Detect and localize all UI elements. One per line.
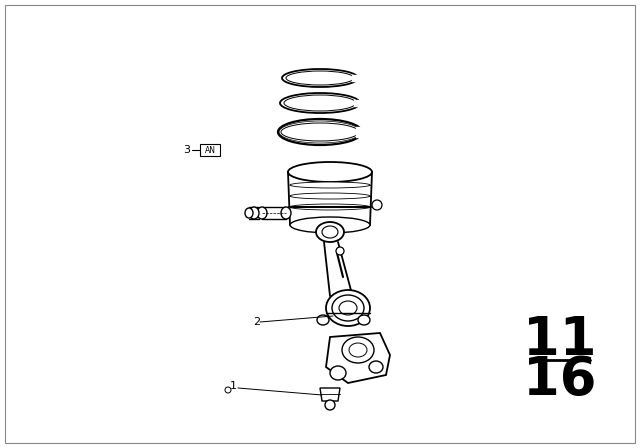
Ellipse shape xyxy=(317,315,329,325)
Ellipse shape xyxy=(322,226,338,238)
Text: 11: 11 xyxy=(524,314,596,366)
Ellipse shape xyxy=(257,207,267,219)
Ellipse shape xyxy=(290,182,370,188)
Ellipse shape xyxy=(316,222,344,242)
Bar xyxy=(262,207,286,219)
Ellipse shape xyxy=(372,200,382,210)
Ellipse shape xyxy=(249,207,259,219)
Ellipse shape xyxy=(358,315,370,325)
Bar xyxy=(200,144,220,156)
Ellipse shape xyxy=(286,71,354,85)
Ellipse shape xyxy=(336,247,344,255)
Ellipse shape xyxy=(339,301,357,315)
Polygon shape xyxy=(320,388,340,401)
Ellipse shape xyxy=(284,95,356,111)
Ellipse shape xyxy=(290,217,370,233)
Text: AN: AN xyxy=(205,146,216,155)
Ellipse shape xyxy=(245,208,253,218)
Ellipse shape xyxy=(278,119,362,145)
Text: 1: 1 xyxy=(230,381,237,391)
Ellipse shape xyxy=(290,204,370,210)
Text: 3: 3 xyxy=(183,145,190,155)
Ellipse shape xyxy=(281,207,291,219)
Ellipse shape xyxy=(281,123,359,141)
Ellipse shape xyxy=(330,366,346,380)
Polygon shape xyxy=(326,333,390,383)
Ellipse shape xyxy=(325,400,335,410)
Ellipse shape xyxy=(332,295,364,321)
Ellipse shape xyxy=(288,162,372,182)
Ellipse shape xyxy=(326,290,370,326)
Text: 2: 2 xyxy=(253,317,260,327)
Ellipse shape xyxy=(280,93,360,113)
Ellipse shape xyxy=(290,193,370,199)
Ellipse shape xyxy=(369,361,383,373)
Ellipse shape xyxy=(225,387,231,393)
Ellipse shape xyxy=(282,69,358,87)
Ellipse shape xyxy=(349,343,367,357)
Text: 16: 16 xyxy=(524,354,596,406)
Ellipse shape xyxy=(342,337,374,363)
